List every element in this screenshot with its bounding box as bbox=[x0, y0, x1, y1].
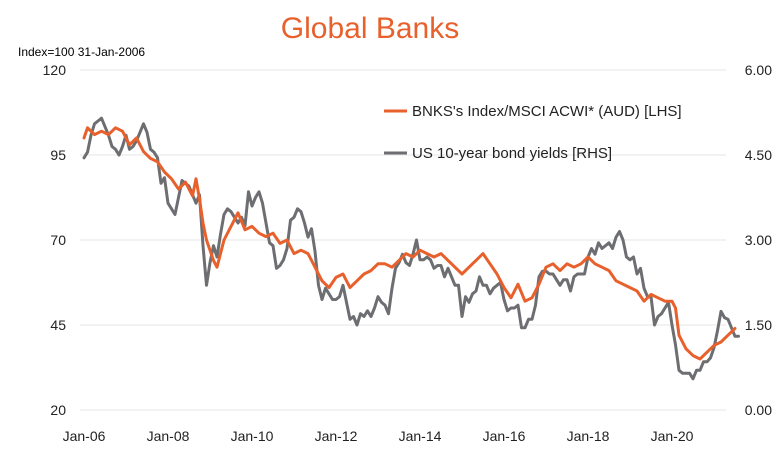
index-base-note: Index=100 31-Jan-2006 bbox=[18, 45, 145, 59]
y-left-tick-label: 45 bbox=[50, 317, 66, 333]
y-right-tick-label: 1.50 bbox=[745, 317, 772, 333]
x-tick-label: Jan-14 bbox=[399, 428, 442, 444]
y-right-tick-label: 3.00 bbox=[745, 232, 772, 248]
x-tick-label: Jan-16 bbox=[483, 428, 526, 444]
x-tick-label: Jan-10 bbox=[231, 428, 274, 444]
y-left-tick-label: 120 bbox=[43, 62, 67, 78]
x-axis: Jan-06 Jan-08 Jan-10 Jan-12 Jan-14 Jan-1… bbox=[63, 428, 694, 444]
y-right-tick-label: 6.00 bbox=[745, 62, 772, 78]
x-tick-label: Jan-18 bbox=[567, 428, 610, 444]
chart-title: Global Banks bbox=[281, 12, 459, 45]
x-tick-label: Jan-06 bbox=[63, 428, 106, 444]
series-line-bnks-index bbox=[82, 126, 737, 361]
legend: BNKS's Index/MSCI ACWI* (AUD) [LHS] US 1… bbox=[384, 103, 682, 162]
y-left-tick-label: 70 bbox=[50, 232, 66, 248]
y-right-tick-label: 0.00 bbox=[745, 402, 772, 418]
x-tick-label: Jan-12 bbox=[315, 428, 358, 444]
legend-label-us10y: US 10-year bond yields [RHS] bbox=[412, 145, 612, 162]
x-tick-label: Jan-20 bbox=[651, 428, 694, 444]
legend-label-bnks: BNKS's Index/MSCI ACWI* (AUD) [LHS] bbox=[412, 103, 682, 120]
y-left-tick-label: 95 bbox=[50, 147, 66, 163]
y-axis-right: 6.00 4.50 3.00 1.50 0.00 bbox=[745, 62, 772, 418]
y-left-tick-label: 20 bbox=[50, 402, 66, 418]
y-axis-left: 120 95 70 45 20 bbox=[43, 62, 67, 418]
grid-lines bbox=[80, 69, 726, 411]
y-right-tick-label: 4.50 bbox=[745, 147, 772, 163]
x-tick-label: Jan-08 bbox=[147, 428, 190, 444]
